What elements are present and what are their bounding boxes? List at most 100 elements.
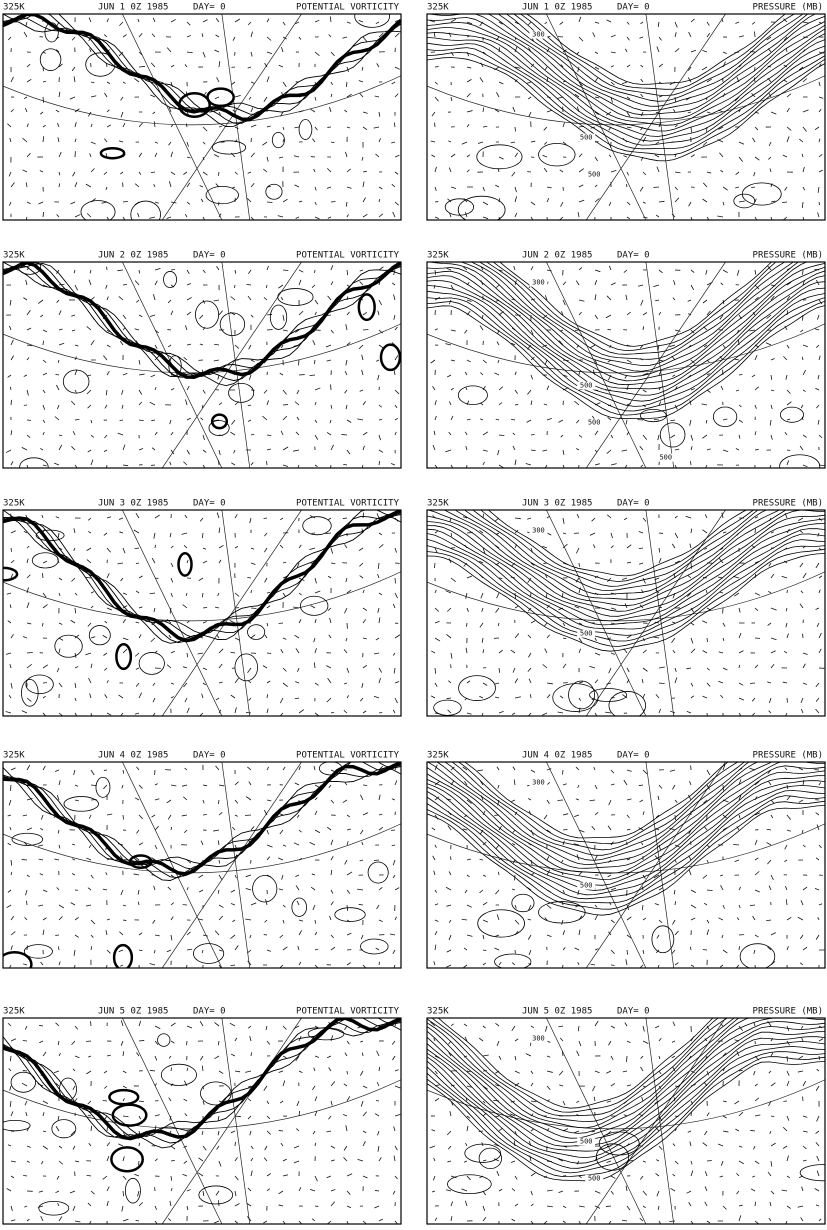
wind-arrow (787, 136, 789, 142)
wind-arrow (575, 330, 579, 331)
wind-arrow (10, 827, 11, 830)
wind-arrow (107, 680, 108, 683)
wind-arrow (576, 420, 579, 423)
field-label: POTENTIAL VORTICITY (296, 1007, 400, 1017)
wind-arrow (497, 342, 499, 345)
wind-arrow (483, 920, 488, 922)
wind-arrow (134, 1174, 139, 1176)
wind-arrow (155, 826, 159, 830)
wind-arrow (203, 622, 207, 623)
wind-arrow (627, 668, 629, 672)
wind-arrow (155, 268, 160, 270)
wind-arrow (531, 770, 535, 772)
pressure-cell (596, 1144, 628, 1170)
wind-arrow (267, 1189, 270, 1191)
wind-arrow (331, 902, 333, 905)
wind-arrow (611, 66, 614, 67)
wind-arrow (251, 548, 254, 549)
wind-arrow (327, 1056, 331, 1058)
wind-arrow (203, 172, 207, 175)
wind-arrow (643, 202, 646, 203)
wind-arrow (138, 890, 139, 895)
wind-arrow (107, 919, 110, 920)
wind-arrow (139, 420, 144, 421)
wind-arrow (483, 450, 488, 451)
wind-arrow (723, 345, 725, 348)
wind-arrow (611, 950, 615, 954)
wind-arrow (330, 420, 331, 423)
wind-arrow (263, 169, 267, 172)
wind-arrow (547, 856, 549, 860)
wind-arrow (293, 607, 299, 608)
wind-arrow (107, 297, 108, 300)
wind-arrow (363, 37, 367, 41)
pv-cell (368, 862, 388, 883)
wind-arrow (315, 300, 318, 304)
wind-arrow (467, 360, 471, 362)
pv-cell (64, 797, 99, 812)
wind-arrow (27, 1146, 31, 1148)
latitude-arc (427, 324, 825, 373)
wind-arrow (11, 1039, 16, 1041)
wind-arrow (771, 405, 772, 409)
wind-arrow (231, 652, 235, 653)
wind-arrow (105, 621, 107, 623)
wind-arrow (595, 1191, 600, 1193)
wind-arrow (296, 1129, 299, 1131)
wind-arrow (379, 214, 383, 217)
wind-arrow (331, 82, 333, 85)
wind-arrow (155, 799, 159, 800)
wind-arrow (23, 138, 27, 142)
pv-cell (248, 625, 265, 640)
wind-arrow (104, 450, 107, 452)
wind-arrow (768, 591, 771, 593)
wind-arrow (331, 947, 335, 950)
wind-arrow (360, 698, 363, 701)
wind-arrow (216, 766, 219, 770)
wind-arrow (137, 1191, 139, 1196)
wind-arrow (787, 917, 791, 920)
wind-arrow (622, 82, 627, 84)
wind-arrow (675, 172, 681, 173)
wind-arrow (451, 1202, 453, 1206)
wind-arrow (246, 797, 251, 800)
wind-arrow (11, 1176, 14, 1178)
latitude-arc (427, 572, 825, 621)
wind-arrow (59, 329, 63, 330)
wind-arrow (185, 64, 187, 67)
wind-arrow (755, 890, 760, 892)
wind-arrow (123, 328, 125, 330)
wind-arrow (721, 1161, 723, 1166)
wind-arrow (641, 465, 643, 467)
wind-arrow (214, 360, 219, 361)
wind-arrow (451, 187, 456, 189)
wind-arrow (72, 859, 75, 860)
wind-arrow (281, 345, 283, 348)
wind-arrow (688, 300, 691, 301)
wind-arrow (435, 845, 436, 848)
pv-contour (3, 262, 401, 375)
wind-arrow (359, 563, 363, 566)
wind-arrow (362, 1053, 363, 1056)
wind-arrow (90, 153, 91, 157)
wind-arrow (27, 153, 30, 157)
wind-arrow (329, 916, 331, 920)
wind-arrow (139, 785, 142, 789)
wind-arrow (466, 623, 467, 627)
wind-arrow (723, 270, 728, 273)
wind-arrow (609, 155, 611, 157)
wind-arrow (376, 22, 379, 24)
wind-arrow (315, 683, 319, 685)
wind-arrow (498, 872, 499, 875)
wind-arrow (283, 947, 287, 950)
wind-arrow (139, 933, 142, 935)
wind-arrow (203, 548, 206, 549)
wind-arrow (783, 155, 787, 157)
wind-arrow (643, 390, 647, 392)
isobar (427, 291, 825, 406)
wind-arrow (184, 1161, 187, 1164)
wind-arrow (627, 432, 629, 435)
wind-arrow (595, 1071, 600, 1073)
wind-arrow (784, 860, 787, 862)
wind-arrow (395, 593, 398, 598)
